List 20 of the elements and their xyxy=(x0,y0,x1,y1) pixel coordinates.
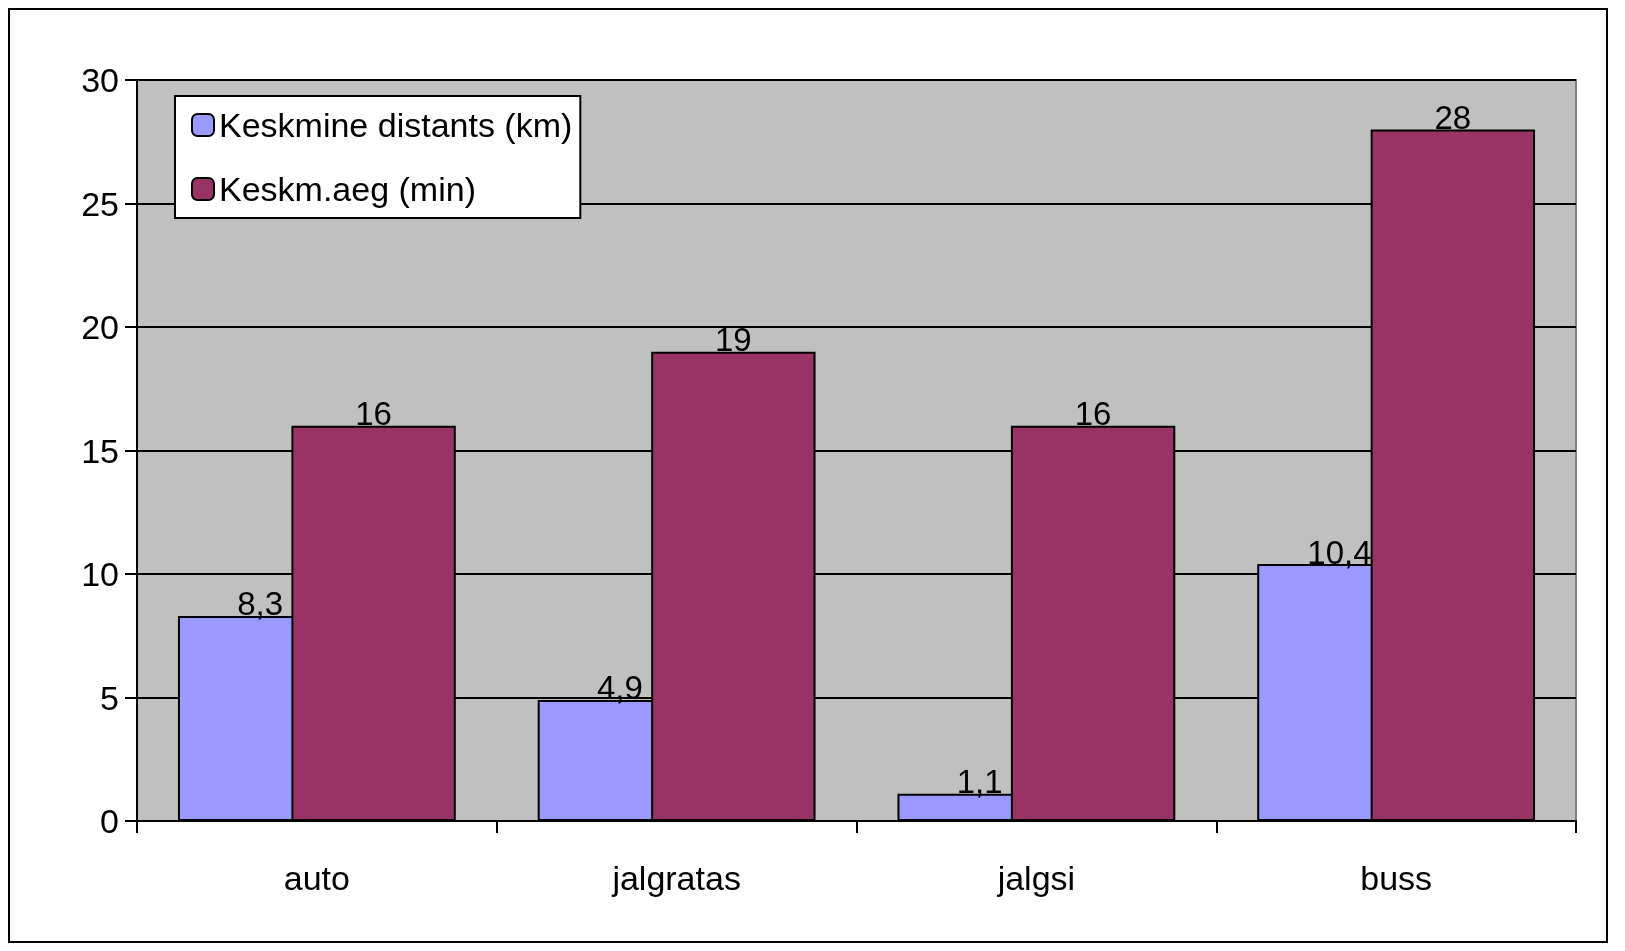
x-tick-label: jalgsi xyxy=(996,859,1076,897)
data-label: 10,4 xyxy=(1307,533,1372,571)
legend-label: Keskm.aeg (min) xyxy=(219,170,476,208)
y-tick-label: 25 xyxy=(81,184,119,223)
x-tick-label: buss xyxy=(1360,859,1433,897)
x-tick-label: jalgratas xyxy=(611,859,741,897)
y-tick-label: 0 xyxy=(100,802,119,840)
y-tick-label: 20 xyxy=(81,308,119,346)
legend-label: Keskmine distants (km) xyxy=(219,106,573,144)
data-label: 28 xyxy=(1434,98,1472,136)
y-tick-label: 30 xyxy=(81,61,119,99)
y-tick-label: 10 xyxy=(81,555,119,593)
y-tick-label: 5 xyxy=(100,678,119,717)
y-tick-label: 15 xyxy=(81,431,119,470)
data-label: 8,3 xyxy=(237,585,284,623)
data-label: 16 xyxy=(355,395,392,433)
data-label: 16 xyxy=(1074,395,1112,433)
data-label: 19 xyxy=(714,321,752,359)
x-tick-label: auto xyxy=(283,859,350,897)
data-label: 1,1 xyxy=(956,763,1003,801)
